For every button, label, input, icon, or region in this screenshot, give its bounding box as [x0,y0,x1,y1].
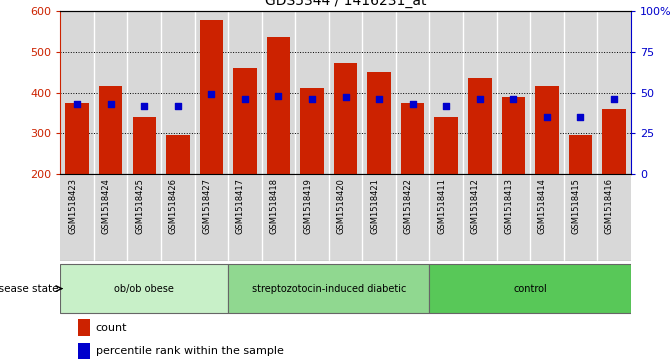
Text: GSM1518416: GSM1518416 [605,178,614,234]
Text: GSM1518414: GSM1518414 [538,178,547,234]
Bar [603,109,626,174]
Text: GSM1518412: GSM1518412 [471,178,480,234]
Point [508,96,519,102]
Bar [502,97,525,174]
Point [307,96,317,102]
Bar [530,174,564,261]
Bar [301,87,324,174]
Bar [564,174,597,261]
Bar [429,11,463,174]
Point [474,96,485,102]
Bar [133,117,156,174]
Bar [329,174,362,261]
Bar [597,174,631,261]
Bar [295,174,329,261]
Bar [161,174,195,261]
Bar [569,135,592,174]
Bar [234,68,257,174]
Bar [60,264,228,313]
Text: GSM1518420: GSM1518420 [337,178,346,234]
Bar [166,135,190,174]
Text: GSM1518426: GSM1518426 [169,178,178,234]
Text: streptozotocin-induced diabetic: streptozotocin-induced diabetic [252,284,406,294]
Text: GSM1518424: GSM1518424 [102,178,111,234]
Bar [401,103,425,174]
Bar [66,103,89,174]
Bar [195,11,228,174]
Bar [262,174,295,261]
Point [609,96,619,102]
Title: GDS5344 / 1416231_at: GDS5344 / 1416231_at [265,0,426,8]
Point [206,91,217,97]
Text: GSM1518422: GSM1518422 [404,178,413,234]
Point [441,103,452,109]
Bar [334,63,357,174]
Bar [368,72,391,174]
Text: GSM1518425: GSM1518425 [136,178,144,234]
Text: GSM1518413: GSM1518413 [505,178,513,234]
Bar [429,174,463,261]
Bar [127,174,161,261]
Text: GSM1518417: GSM1518417 [236,178,245,234]
Bar [262,11,295,174]
Bar [497,11,530,174]
Bar [396,174,429,261]
Bar [463,11,497,174]
Text: percentile rank within the sample: percentile rank within the sample [96,346,284,356]
Bar [60,11,94,174]
Bar [535,86,559,174]
Text: GSM1518415: GSM1518415 [572,178,580,234]
Point [273,93,284,99]
Point [340,94,351,100]
Point [72,101,83,107]
Text: GSM1518418: GSM1518418 [270,178,278,234]
Bar [94,11,127,174]
Text: GSM1518423: GSM1518423 [68,178,77,234]
Bar [161,11,195,174]
Bar [597,11,631,174]
Bar [362,11,396,174]
Text: ob/ob obese: ob/ob obese [114,284,174,294]
Bar [195,174,228,261]
Point [575,114,586,120]
Bar [435,117,458,174]
Bar [396,11,429,174]
Point [172,103,183,109]
Point [139,103,150,109]
Bar [362,174,396,261]
Bar [295,11,329,174]
Bar [463,174,497,261]
Point [374,96,384,102]
Bar [94,174,127,261]
Bar [78,343,90,359]
Bar [329,11,362,174]
Bar [564,11,597,174]
Bar [60,174,94,261]
Bar [228,264,429,313]
Bar [127,11,161,174]
Point [541,114,552,120]
Bar [78,319,90,336]
Text: GSM1518419: GSM1518419 [303,178,312,234]
Point [240,96,250,102]
Bar [429,264,631,313]
Text: control: control [513,284,547,294]
Bar [267,37,291,174]
Text: GSM1518427: GSM1518427 [203,178,211,234]
Text: disease state: disease state [0,284,59,294]
Bar [530,11,564,174]
Bar [468,78,491,174]
Point [407,101,418,107]
Text: GSM1518411: GSM1518411 [437,178,446,234]
Bar [99,86,123,174]
Bar [200,20,223,174]
Text: GSM1518421: GSM1518421 [370,178,379,234]
Point [105,101,116,107]
Bar [228,174,262,261]
Bar [228,11,262,174]
Bar [497,174,530,261]
Text: count: count [96,323,127,333]
